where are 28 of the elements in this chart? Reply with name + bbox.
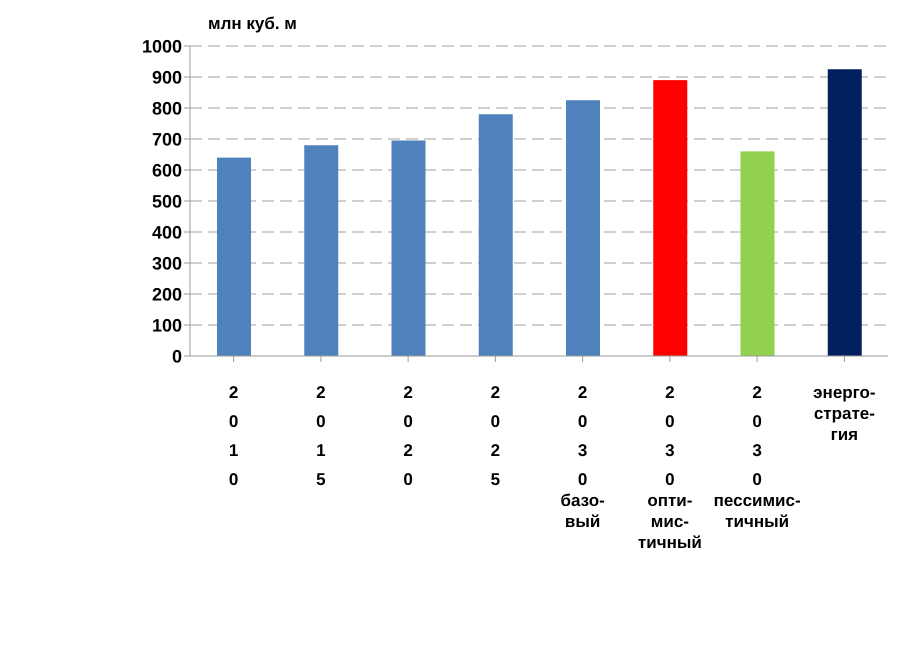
x-tick-label: 2 0 3 0 базо- вый	[560, 383, 605, 531]
y-tick-label: 700	[152, 129, 182, 150]
bar	[828, 69, 862, 356]
y-tick-label: 1000	[142, 36, 182, 56]
x-tick-label: 2 0 2 5	[490, 383, 500, 489]
bar	[478, 114, 513, 356]
y-tick-label: 500	[152, 191, 182, 212]
y-tick-label: 400	[152, 222, 182, 242]
bar	[217, 158, 251, 356]
y-tick-label: 100	[152, 315, 182, 336]
y-tick-label: 300	[152, 253, 182, 274]
bar	[653, 80, 688, 356]
x-tick-label: 2 0 3 0 опти- мис- тичный	[638, 383, 702, 552]
y-tick-label: 600	[152, 160, 182, 180]
x-tick-label: 2 0 2 0	[403, 383, 413, 489]
x-tick-label: 2 0 1 0	[228, 383, 238, 489]
x-tick-label: 2 0 1 5	[316, 383, 326, 489]
bar	[304, 145, 338, 356]
x-tick-label: 2 0 3 0 пессимис- тичный	[714, 383, 801, 531]
bar	[740, 151, 774, 356]
y-axis-title: млн куб. м	[208, 14, 297, 34]
y-tick-label: 800	[152, 98, 182, 118]
y-tick-label: 0	[172, 346, 182, 366]
x-tick-label: энерго- страте- гия	[813, 383, 876, 444]
bar	[566, 100, 600, 356]
y-tick-label: 900	[152, 67, 182, 88]
bar	[392, 140, 426, 356]
y-tick-label: 200	[152, 284, 182, 304]
